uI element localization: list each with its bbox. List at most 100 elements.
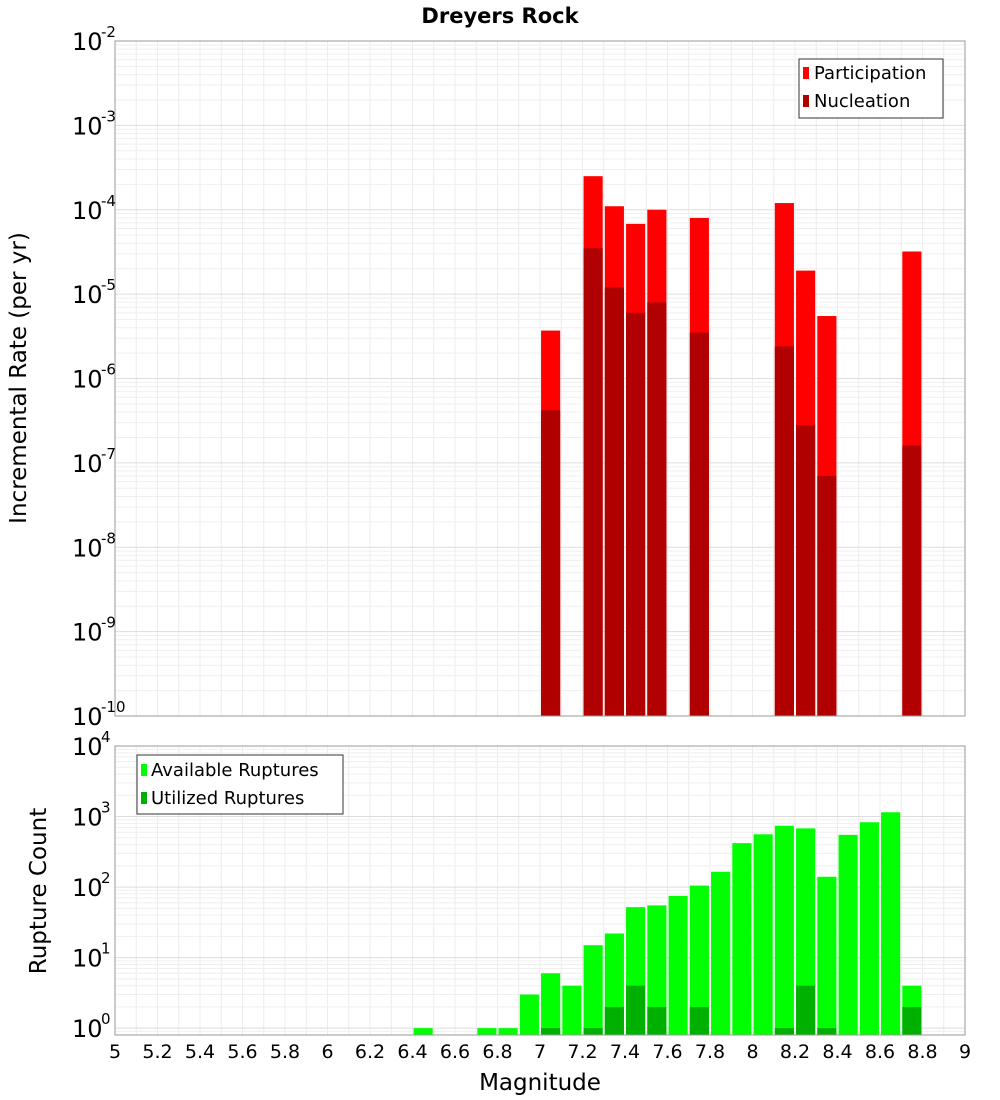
x-tick-label: 7.2 [567,1041,597,1063]
bottom-bars [413,812,922,1035]
y-tick-label: 10 [72,534,103,562]
legend-label-utilized: Utilized Ruptures [151,788,304,809]
y-tick-exponent: -10 [101,698,126,716]
legend-swatch-available [141,764,147,776]
y-tick-exponent: 0 [101,1010,111,1028]
bar-available-ruptures [498,1028,518,1035]
x-ticks: 5 5.2 5.4 5.6 5.8 6 6.2 6.4 6.6 6.8 7 7.2 7.4 7.6 7.8 8… [109,1041,971,1063]
x-tick-label: 6.2 [355,1041,385,1063]
y-tick-exponent: 4 [101,728,111,746]
x-axis-label: Magnitude [479,1070,601,1096]
bar-available-ruptures [647,905,667,1035]
y-tick-exponent: -3 [101,107,116,125]
bar-available-ruptures [519,994,539,1035]
chart-title: Dreyers Rock [421,4,579,28]
y-tick-exponent: -2 [101,23,116,41]
y-tick-exponent: 3 [101,799,111,817]
legend-swatch-utilized [141,792,147,804]
bar-available-ruptures [562,985,582,1035]
top-legend-box [798,58,944,119]
y-tick-label: 10 [72,450,103,478]
x-tick-label: 7 [534,1041,546,1063]
bar-nucleation [583,248,603,717]
bar-available-ruptures [732,843,752,1035]
y-tick-label: 10 [72,874,103,902]
bottom-legend: Available Ruptures Utilized Ruptures [136,754,344,815]
bar-utilized-ruptures [541,1028,561,1035]
x-tick-label: 8.2 [780,1041,810,1063]
bottom-plot-frame [114,745,966,1036]
bar-utilized-ruptures [583,1028,603,1035]
bar-available-ruptures [796,828,816,1035]
bar-utilized-ruptures [647,1006,667,1035]
y-tick-label: 10 [72,1015,103,1043]
x-tick-label: 7.4 [610,1041,640,1063]
x-tick-label: 8.6 [865,1041,895,1063]
y-tick-label: 10 [72,804,103,832]
bar-available-ruptures [583,945,603,1035]
bar-available-ruptures [838,834,858,1035]
x-tick-label: 7.8 [695,1041,725,1063]
y-tick-label: 10 [72,619,103,647]
x-tick-label: 8.8 [907,1041,937,1063]
y-tick-exponent: -5 [101,276,116,294]
legend-label-participation: Participation [814,63,926,84]
bar-available-ruptures [689,885,709,1035]
bar-available-ruptures [668,895,688,1035]
y-tick-label: 10 [72,945,103,973]
y-tick-label: 10 [72,28,103,56]
y-tick-label: 10 [72,366,103,394]
top-grid [114,41,966,717]
bar-available-ruptures [753,834,773,1035]
x-tick-label: 5.8 [270,1041,300,1063]
bar-nucleation [647,302,667,716]
legend-swatch-participation [803,67,809,79]
bar-nucleation [604,287,624,716]
bar-available-ruptures [881,812,901,1035]
y-tick-exponent: -6 [101,361,116,379]
bar-utilized-ruptures [796,985,816,1035]
bar-nucleation [817,475,837,716]
x-tick-label: 6.6 [440,1041,470,1063]
y-tick-exponent: 2 [101,869,111,887]
bar-available-ruptures [774,825,794,1035]
y-tick-label: 10 [72,197,103,225]
x-tick-label: 5.6 [227,1041,257,1063]
legend-swatch-nucleation [803,95,809,107]
bar-utilized-ruptures [902,1006,922,1035]
y-tick-label: 10 [72,733,103,761]
bar-nucleation [626,312,646,716]
y-tick-exponent: -4 [101,192,116,210]
bar-utilized-ruptures [689,1006,709,1035]
bottom-y-axis-label: Rupture Count [26,808,52,974]
x-tick-label: 5 [109,1041,121,1063]
bar-nucleation [689,332,709,716]
bar-available-ruptures [541,973,561,1035]
y-tick-exponent: -8 [101,529,116,547]
top-plot-frame [114,40,966,717]
x-tick-label: 5.4 [185,1041,215,1063]
x-tick-label: 6.8 [482,1041,512,1063]
bar-available-ruptures [711,871,731,1035]
y-tick-label: 10 [72,281,103,309]
x-tick-label: 7.6 [652,1041,682,1063]
bar-utilized-ruptures [604,1006,624,1035]
x-tick-label: 8 [746,1041,758,1063]
legend-label-nucleation: Nucleation [814,91,910,112]
y-tick-exponent: -7 [101,445,116,463]
x-tick-label: 9 [959,1041,971,1063]
bar-nucleation [774,346,794,716]
x-tick-label: 6 [321,1041,333,1063]
y-tick-label: 10 [72,112,103,140]
bar-available-ruptures [413,1028,433,1035]
bar-available-ruptures [477,1028,497,1035]
bar-available-ruptures [817,876,837,1035]
bar-utilized-ruptures [774,1028,794,1035]
bar-nucleation [796,425,816,716]
legend-label-available: Available Ruptures [151,760,319,781]
